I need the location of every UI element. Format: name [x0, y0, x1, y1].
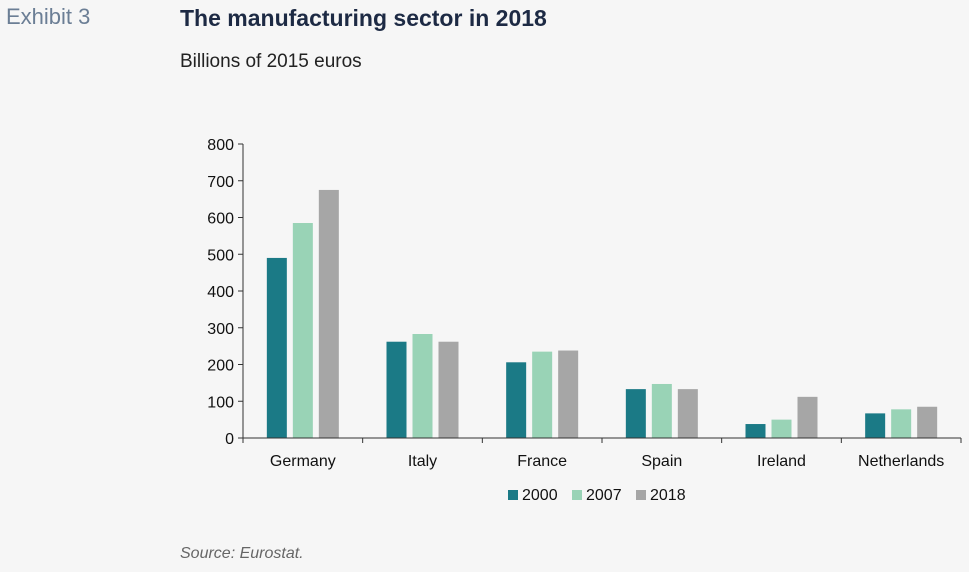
bar — [771, 419, 792, 438]
bar — [865, 413, 886, 438]
legend-label: 2007 — [586, 487, 622, 504]
bar — [532, 351, 553, 438]
bar — [745, 424, 766, 438]
bar — [318, 189, 339, 438]
bar — [917, 406, 938, 438]
x-tick-label: France — [517, 453, 567, 470]
legend-label: 2000 — [522, 487, 558, 504]
y-tick-label: 700 — [207, 174, 234, 191]
y-tick-label: 800 — [207, 137, 234, 154]
legend-swatch — [636, 490, 646, 500]
y-tick-label: 100 — [207, 394, 234, 411]
bar — [651, 383, 672, 438]
x-tick-label: Spain — [641, 453, 682, 470]
bar — [891, 409, 912, 438]
y-tick-label: 500 — [207, 247, 234, 264]
y-tick-label: 600 — [207, 211, 234, 228]
chart-subtitle: Billions of 2015 euros — [180, 51, 362, 72]
bar — [292, 223, 313, 438]
x-axis: Germany Italy France Spain Ireland Netherland… — [242, 437, 962, 470]
y-axis: 0 100 200 300 400 500 600 700 800 — [207, 137, 244, 448]
y-tick-label: 400 — [207, 284, 234, 301]
x-tick-label: Ireland — [757, 453, 806, 470]
bar — [677, 389, 698, 438]
bar — [412, 333, 433, 438]
bar — [625, 389, 646, 438]
bar — [386, 341, 407, 438]
x-tick-label: Germany — [270, 453, 336, 470]
bar — [506, 362, 527, 438]
exhibit-label: Exhibit 3 — [6, 4, 91, 29]
legend-swatch — [572, 490, 582, 500]
y-tick-label: 300 — [207, 321, 234, 338]
bar — [558, 350, 579, 438]
chart-title: The manufacturing sector in 2018 — [180, 5, 547, 31]
y-tick-label: 200 — [207, 358, 234, 375]
bars — [266, 189, 938, 438]
bar — [438, 341, 459, 438]
legend-swatch — [508, 490, 518, 500]
y-tick-label: 0 — [225, 431, 234, 448]
legend: 2000 2007 2018 — [508, 487, 686, 504]
bar — [266, 257, 287, 438]
legend-label: 2018 — [650, 487, 686, 504]
source-note: Source: Eurostat. — [180, 545, 304, 562]
x-tick-label: Netherlands — [858, 453, 944, 470]
bar — [797, 396, 818, 438]
x-tick-label: Italy — [408, 453, 437, 470]
